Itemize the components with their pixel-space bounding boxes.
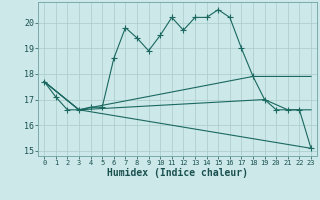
X-axis label: Humidex (Indice chaleur): Humidex (Indice chaleur) [107, 168, 248, 178]
